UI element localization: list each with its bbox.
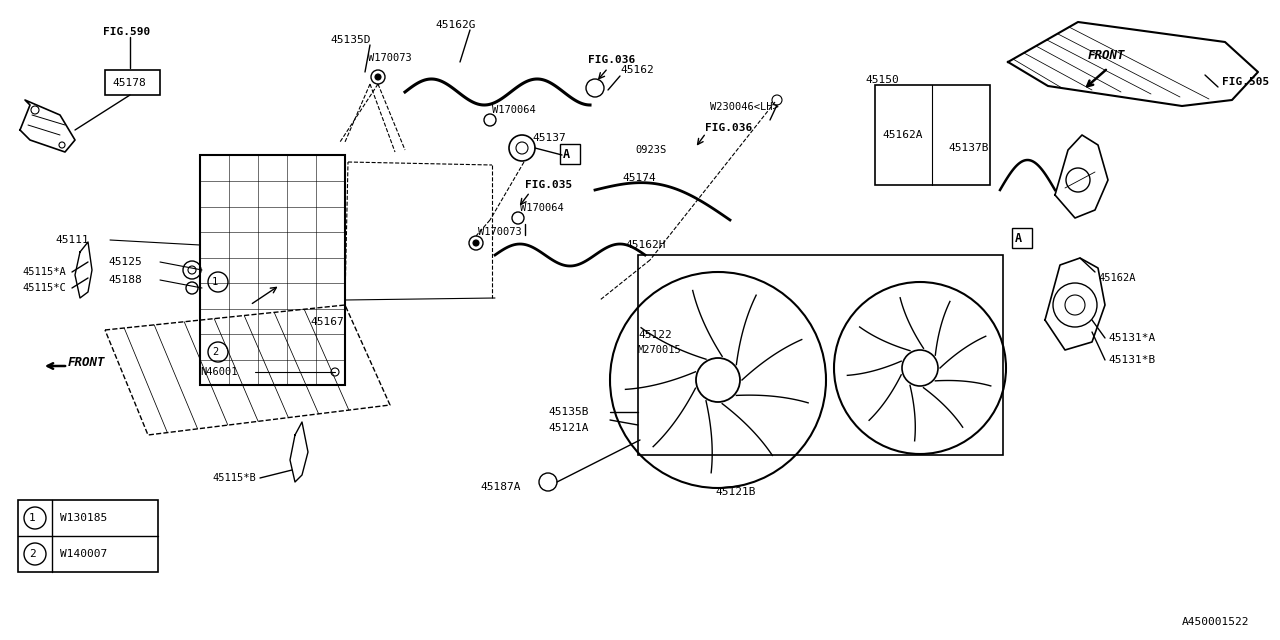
Bar xyxy=(18,500,157,572)
Text: W130185: W130185 xyxy=(60,513,108,523)
Bar xyxy=(876,85,989,185)
Text: FIG.036: FIG.036 xyxy=(588,55,635,65)
Text: 45135D: 45135D xyxy=(330,35,370,45)
Text: 45115*A: 45115*A xyxy=(22,267,65,277)
Text: FIG.035: FIG.035 xyxy=(525,180,572,190)
Text: 45122: 45122 xyxy=(637,330,672,340)
Text: A450001522: A450001522 xyxy=(1181,617,1249,627)
Text: 45162G: 45162G xyxy=(435,20,475,30)
Text: 45137: 45137 xyxy=(532,133,566,143)
Text: W170073: W170073 xyxy=(477,227,522,237)
Text: 45135B: 45135B xyxy=(548,407,589,417)
Bar xyxy=(1012,228,1032,248)
Text: A: A xyxy=(1015,232,1023,244)
Text: FIG.590: FIG.590 xyxy=(102,27,150,37)
Text: A: A xyxy=(563,147,570,161)
Text: 45131*B: 45131*B xyxy=(1108,355,1156,365)
Text: 2: 2 xyxy=(212,347,218,357)
Text: W170073: W170073 xyxy=(369,53,412,63)
Text: 45178: 45178 xyxy=(113,78,146,88)
Text: 45167: 45167 xyxy=(310,317,344,327)
Text: FIG.505: FIG.505 xyxy=(1222,77,1270,87)
Text: 45162A: 45162A xyxy=(882,130,923,140)
Text: 1: 1 xyxy=(28,513,36,523)
Text: FRONT: FRONT xyxy=(1088,49,1125,61)
Text: W170064: W170064 xyxy=(520,203,563,213)
Text: 45115*B: 45115*B xyxy=(212,473,256,483)
Text: 45188: 45188 xyxy=(108,275,142,285)
Text: 45162H: 45162H xyxy=(625,240,666,250)
Circle shape xyxy=(474,240,479,246)
Text: 2: 2 xyxy=(28,549,36,559)
Text: 45125: 45125 xyxy=(108,257,142,267)
Text: W230046<LH>: W230046<LH> xyxy=(710,102,778,112)
Text: FIG.036: FIG.036 xyxy=(705,123,753,133)
Text: 45121B: 45121B xyxy=(716,487,755,497)
Text: 1: 1 xyxy=(212,277,218,287)
Text: W140007: W140007 xyxy=(60,549,108,559)
Circle shape xyxy=(375,74,381,80)
Text: FRONT: FRONT xyxy=(68,355,105,369)
Text: 45137B: 45137B xyxy=(948,143,988,153)
Bar xyxy=(561,144,580,164)
Text: 45121A: 45121A xyxy=(548,423,589,433)
Text: 45162: 45162 xyxy=(620,65,654,75)
Text: N46001: N46001 xyxy=(200,367,238,377)
Text: 45187A: 45187A xyxy=(480,482,521,492)
Text: 45115*C: 45115*C xyxy=(22,283,65,293)
Text: W170064: W170064 xyxy=(492,105,536,115)
Text: 0923S: 0923S xyxy=(635,145,667,155)
Bar xyxy=(200,155,346,385)
Text: 45162A: 45162A xyxy=(1098,273,1135,283)
Bar xyxy=(105,70,160,95)
Bar xyxy=(637,255,1004,455)
Text: 45174: 45174 xyxy=(622,173,655,183)
Text: 45150: 45150 xyxy=(865,75,899,85)
Text: 45131*A: 45131*A xyxy=(1108,333,1156,343)
Text: M270015: M270015 xyxy=(637,345,682,355)
Text: 45111: 45111 xyxy=(55,235,88,245)
